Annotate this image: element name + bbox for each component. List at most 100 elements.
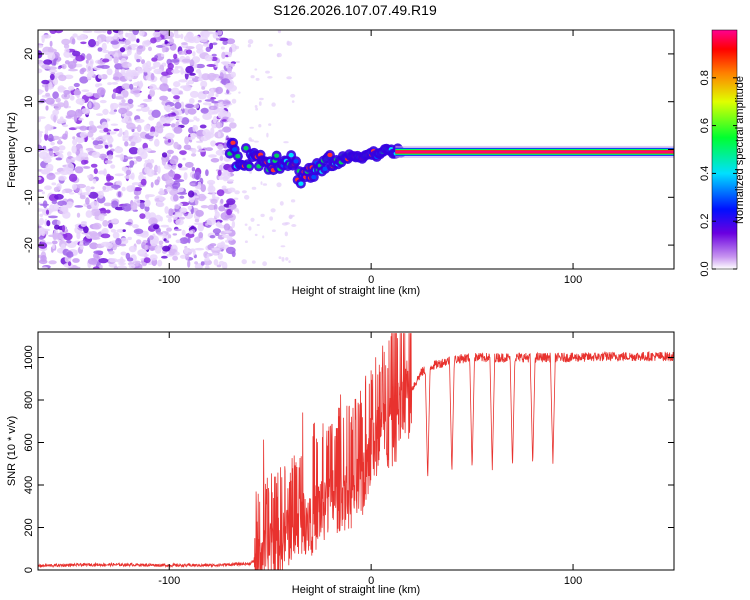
noise-speck	[180, 67, 185, 75]
noise-speck	[200, 184, 206, 193]
noise-speck	[121, 186, 126, 192]
noise-speck	[255, 77, 260, 81]
noise-speck	[217, 169, 222, 176]
noise-speck	[112, 242, 118, 251]
noise-speck	[198, 36, 209, 43]
noise-speck	[259, 97, 264, 101]
noise-speck	[48, 260, 57, 265]
noise-speck	[195, 209, 204, 217]
noise-speck	[148, 115, 155, 121]
noise-speck	[107, 30, 112, 35]
noise-speck	[52, 109, 60, 116]
noise-speck	[234, 45, 240, 50]
noise-speck	[149, 89, 156, 97]
noise-speck	[68, 173, 78, 182]
noise-speck	[128, 147, 139, 155]
noise-speck	[139, 202, 145, 210]
noise-speck	[194, 198, 199, 206]
noise-speck	[241, 259, 247, 265]
noise-speck	[184, 136, 190, 145]
noise-speck	[286, 40, 290, 46]
noise-speck	[124, 129, 129, 138]
noise-speck	[101, 121, 109, 130]
noise-speck	[68, 192, 75, 195]
chart-title: S126.2026.107.07.49.R19	[273, 2, 437, 18]
noise-speck	[216, 107, 225, 113]
noise-speck	[221, 51, 226, 60]
noise-speck	[244, 223, 248, 226]
noise-speck	[118, 107, 128, 115]
noise-speck	[72, 249, 78, 256]
noise-speck	[189, 183, 196, 186]
noise-speck	[276, 182, 282, 188]
noise-speck	[234, 208, 239, 212]
noise-speck	[251, 186, 257, 190]
noise-speck	[62, 133, 68, 140]
noise-speck	[110, 123, 119, 126]
noise-speck	[133, 228, 144, 235]
noise-speck	[38, 132, 43, 139]
noise-speck	[157, 126, 164, 134]
noise-speck	[57, 85, 65, 93]
ridge-core	[230, 140, 236, 145]
noise-speck	[174, 204, 180, 210]
noise-speck	[248, 226, 252, 231]
noise-speck	[250, 139, 255, 142]
noise-speck	[254, 233, 258, 237]
noise-speck	[271, 229, 276, 232]
noise-speck	[157, 259, 163, 267]
noise-speck	[138, 84, 142, 91]
noise-speck	[211, 53, 217, 57]
noise-speck	[76, 183, 87, 189]
noise-speck	[45, 209, 50, 215]
noise-speck	[185, 249, 196, 253]
noise-speck	[222, 119, 227, 122]
noise-speck	[58, 138, 62, 145]
noise-speck	[269, 216, 273, 221]
noise-speck	[94, 40, 100, 47]
ridge-core	[293, 159, 299, 164]
noise-speck	[55, 97, 61, 103]
noise-speck	[108, 223, 113, 229]
noise-speck	[80, 221, 87, 227]
noise-speck	[114, 67, 119, 76]
noise-speck	[66, 110, 77, 118]
noise-speck	[60, 170, 70, 176]
noise-speck	[169, 59, 180, 63]
noise-speck	[225, 246, 236, 255]
noise-speck	[46, 220, 51, 227]
noise-speck	[79, 76, 89, 84]
noise-speck	[106, 175, 114, 181]
noise-speck	[191, 153, 197, 157]
snr-series-line	[38, 333, 674, 570]
noise-speck	[40, 255, 47, 262]
noise-speck	[210, 158, 220, 163]
noise-speck	[222, 261, 228, 269]
noise-speck	[110, 164, 116, 169]
noise-speck	[191, 147, 197, 154]
noise-speck	[51, 182, 57, 186]
noise-speck	[71, 145, 77, 154]
noise-speck	[105, 209, 111, 214]
noise-speck	[168, 234, 172, 239]
noise-speck	[85, 197, 90, 205]
noise-speck	[212, 31, 219, 39]
noise-speck	[210, 127, 215, 135]
noise-speck	[210, 140, 217, 147]
noise-speck	[181, 229, 186, 236]
noise-speck	[81, 89, 90, 92]
noise-speck	[72, 136, 76, 140]
x-tick-label: -100	[158, 575, 180, 587]
noise-speck	[52, 91, 59, 100]
noise-speck	[61, 189, 66, 194]
noise-speck	[188, 76, 196, 79]
noise-speck	[219, 72, 224, 81]
noise-speck	[94, 144, 104, 150]
noise-speck	[102, 108, 109, 115]
noise-speck	[148, 131, 159, 137]
noise-speck	[93, 30, 104, 34]
noise-speck	[162, 123, 171, 127]
noise-speck	[143, 257, 151, 264]
noise-speck	[203, 30, 210, 38]
noise-speck	[200, 80, 208, 88]
